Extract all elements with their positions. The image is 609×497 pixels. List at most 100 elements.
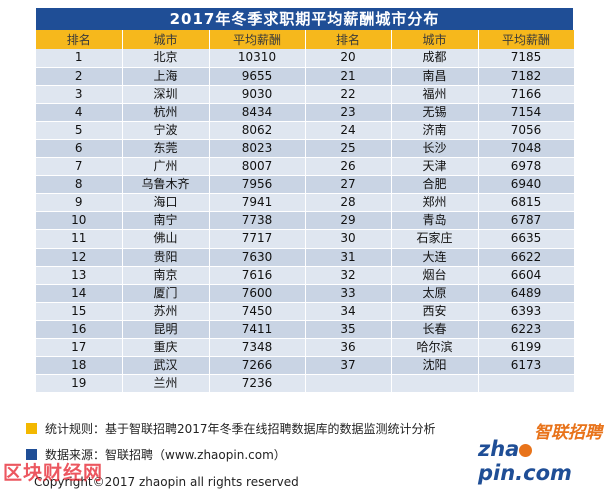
table-row: 17 重庆 7348 36 哈尔滨 6199 <box>36 338 575 358</box>
salary-table: 排名 城市 平均薪酬 排名 城市 平均薪酬 1 北京 10310 20 成都 7185 2 上海 9655… <box>36 30 575 394</box>
salary-cell: 6787 <box>478 211 575 231</box>
table-header-row: 排名 城市 平均薪酬 排名 城市 平均薪酬 <box>36 30 575 49</box>
column-header: 城市 <box>391 30 479 49</box>
city-cell: 佛山 <box>122 229 210 249</box>
table-row: 9 海口 7941 28 郑州 6815 <box>36 193 575 213</box>
salary-cell: 7154 <box>478 103 575 122</box>
table-row: 14 厦门 7600 33 太原 6489 <box>36 284 575 303</box>
salary-cell: 9655 <box>209 67 306 86</box>
salary-cell <box>478 374 575 394</box>
salary-cell: 7941 <box>209 193 306 213</box>
city-cell: 合肥 <box>391 175 479 195</box>
rank-cell: 14 <box>36 284 123 303</box>
rank-cell: 25 <box>305 139 392 159</box>
city-cell: 北京 <box>122 49 210 68</box>
city-cell: 太原 <box>391 284 479 303</box>
city-cell: 东莞 <box>122 139 210 159</box>
table-row: 19 兰州 7236 <box>36 374 575 394</box>
salary-cell: 7348 <box>209 338 306 358</box>
table-row: 11 佛山 7717 30 石家庄 6635 <box>36 229 575 249</box>
table-row: 3 深圳 9030 22 福州 7166 <box>36 85 575 104</box>
city-cell: 武汉 <box>122 356 210 376</box>
rank-cell: 35 <box>305 320 392 340</box>
watermark-text: 区块财经网 <box>3 462 104 484</box>
rank-cell: 2 <box>36 67 123 86</box>
salary-cell: 6635 <box>478 229 575 249</box>
rank-cell: 29 <box>305 211 392 231</box>
salary-cell: 7738 <box>209 211 306 231</box>
salary-cell: 7600 <box>209 284 306 303</box>
table-row: 15 苏州 7450 34 西安 6393 <box>36 302 575 321</box>
city-cell: 兰州 <box>122 374 210 394</box>
table-row: 18 武汉 7266 37 沈阳 6173 <box>36 356 575 376</box>
city-cell: 海口 <box>122 193 210 213</box>
table-row: 4 杭州 8434 23 无锡 7154 <box>36 103 575 122</box>
salary-cell: 7717 <box>209 229 306 249</box>
rank-cell: 23 <box>305 103 392 122</box>
salary-cell: 6173 <box>478 356 575 376</box>
rank-cell: 36 <box>305 338 392 358</box>
city-cell: 深圳 <box>122 85 210 104</box>
salary-cell: 7185 <box>478 49 575 68</box>
table-row: 10 南宁 7738 29 青岛 6787 <box>36 211 575 231</box>
salary-cell: 8434 <box>209 103 306 122</box>
salary-cell: 6622 <box>478 248 575 267</box>
salary-cell: 6978 <box>478 157 575 177</box>
city-cell: 广州 <box>122 157 210 177</box>
rank-cell: 32 <box>305 266 392 285</box>
salary-cell: 6815 <box>478 193 575 213</box>
rank-cell: 12 <box>36 248 123 267</box>
data-source: 数据来源：智联招聘（www.zhaopin.com） <box>26 446 286 463</box>
rank-cell: 28 <box>305 193 392 213</box>
salary-cell: 7056 <box>478 121 575 140</box>
rank-cell: 34 <box>305 302 392 321</box>
yellow-square-icon <box>26 423 37 434</box>
city-cell: 烟台 <box>391 266 479 285</box>
salary-table-container: 2017年冬季求职期平均薪酬城市分布 排名 城市 平均薪酬 排名 城市 平均薪酬 1 北京 1… <box>36 8 575 394</box>
rank-cell: 13 <box>36 266 123 285</box>
table-row: 7 广州 8007 26 天津 6978 <box>36 157 575 177</box>
city-cell: 长春 <box>391 320 479 340</box>
table-row: 2 上海 9655 21 南昌 7182 <box>36 67 575 86</box>
salary-cell: 6223 <box>478 320 575 340</box>
rank-cell: 11 <box>36 229 123 249</box>
salary-cell: 7166 <box>478 85 575 104</box>
table-title: 2017年冬季求职期平均薪酬城市分布 <box>36 8 573 30</box>
city-cell: 重庆 <box>122 338 210 358</box>
salary-cell: 7182 <box>478 67 575 86</box>
salary-cell: 6940 <box>478 175 575 195</box>
copyright-text: Copyright©2017 zhaopin all rights reserv… <box>34 475 299 489</box>
table-row: 5 宁波 8062 24 济南 7056 <box>36 121 575 140</box>
rank-cell: 17 <box>36 338 123 358</box>
city-cell: 沈阳 <box>391 356 479 376</box>
table-row: 12 贵阳 7630 31 大连 6622 <box>36 248 575 267</box>
rank-cell: 7 <box>36 157 123 177</box>
city-cell: 大连 <box>391 248 479 267</box>
table-row: 16 昆明 7411 35 长春 6223 <box>36 320 575 340</box>
salary-cell: 6489 <box>478 284 575 303</box>
rank-cell: 21 <box>305 67 392 86</box>
logo-chinese-text: 智联招聘 <box>534 423 602 443</box>
salary-cell: 7048 <box>478 139 575 159</box>
salary-cell: 7616 <box>209 266 306 285</box>
city-cell: 郑州 <box>391 193 479 213</box>
rank-cell: 31 <box>305 248 392 267</box>
city-cell: 无锡 <box>391 103 479 122</box>
column-header: 排名 <box>305 30 392 49</box>
rank-cell: 22 <box>305 85 392 104</box>
city-cell: 贵阳 <box>122 248 210 267</box>
rank-cell: 15 <box>36 302 123 321</box>
table-row: 8 乌鲁木齐 7956 27 合肥 6940 <box>36 175 575 195</box>
rank-cell: 16 <box>36 320 123 340</box>
column-header: 城市 <box>122 30 210 49</box>
city-cell: 南京 <box>122 266 210 285</box>
rank-cell: 24 <box>305 121 392 140</box>
city-cell: 石家庄 <box>391 229 479 249</box>
salary-cell: 8062 <box>209 121 306 140</box>
rank-cell: 4 <box>36 103 123 122</box>
salary-cell: 7956 <box>209 175 306 195</box>
rank-cell: 10 <box>36 211 123 231</box>
logo-english-text: zhapin.com <box>478 437 602 485</box>
rank-cell: 3 <box>36 85 123 104</box>
city-cell: 宁波 <box>122 121 210 140</box>
